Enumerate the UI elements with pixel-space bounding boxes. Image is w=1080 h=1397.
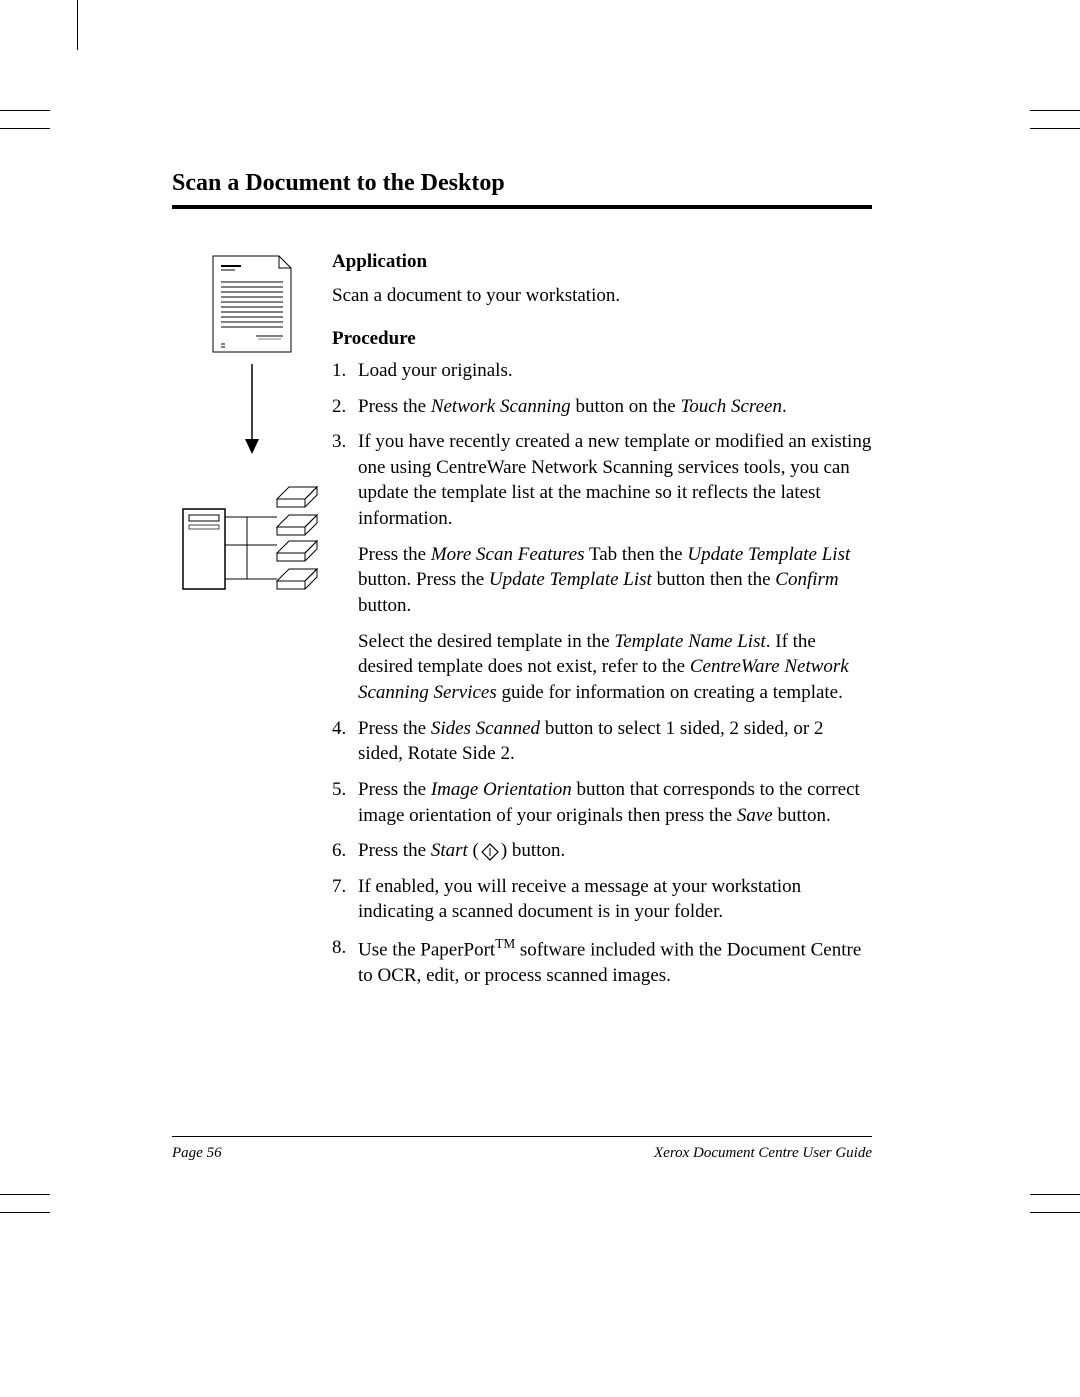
crop-mark	[1030, 1194, 1080, 1195]
crop-mark	[0, 128, 50, 129]
page-content: Scan a Document to the Desktop	[172, 170, 872, 999]
step-2: Press the Network Scanning button on the…	[332, 394, 872, 420]
crop-mark	[77, 0, 78, 50]
crop-mark	[0, 1194, 50, 1195]
computer-icon	[177, 479, 327, 599]
crop-mark	[1030, 1212, 1080, 1213]
step-1: Load your originals.	[332, 358, 872, 384]
application-text: Scan a document to your workstation.	[332, 283, 872, 309]
procedure-list: Load your originals. Press the Network S…	[332, 358, 872, 989]
application-heading: Application	[332, 249, 872, 275]
illustration-column	[172, 249, 332, 599]
procedure-heading: Procedure	[332, 326, 872, 352]
crop-mark	[1030, 128, 1080, 129]
step-6: Press the Start () button.	[332, 838, 872, 864]
start-diamond-icon	[481, 843, 499, 861]
footer: Page 56 Xerox Document Centre User Guide	[172, 1136, 872, 1162]
section-title: Scan a Document to the Desktop	[172, 170, 872, 197]
arrow-down-icon	[242, 364, 262, 454]
crop-mark	[0, 110, 50, 111]
step-5: Press the Image Orientation button that …	[332, 777, 872, 828]
crop-mark	[1030, 110, 1080, 111]
step-7: If enabled, you will receive a message a…	[332, 874, 872, 925]
step-8: Use the PaperPortTM software included wi…	[332, 935, 872, 989]
heavy-rule	[172, 205, 872, 209]
guide-title: Xerox Document Centre User Guide	[654, 1145, 872, 1162]
step-3: If you have recently created a new templ…	[332, 429, 872, 705]
step-4: Press the Sides Scanned button to select…	[332, 716, 872, 767]
text-column: Application Scan a document to your work…	[332, 249, 872, 999]
page-number: Page 56	[172, 1145, 222, 1162]
document-icon	[211, 254, 293, 354]
footer-rule	[172, 1136, 872, 1137]
crop-mark	[0, 1212, 50, 1213]
